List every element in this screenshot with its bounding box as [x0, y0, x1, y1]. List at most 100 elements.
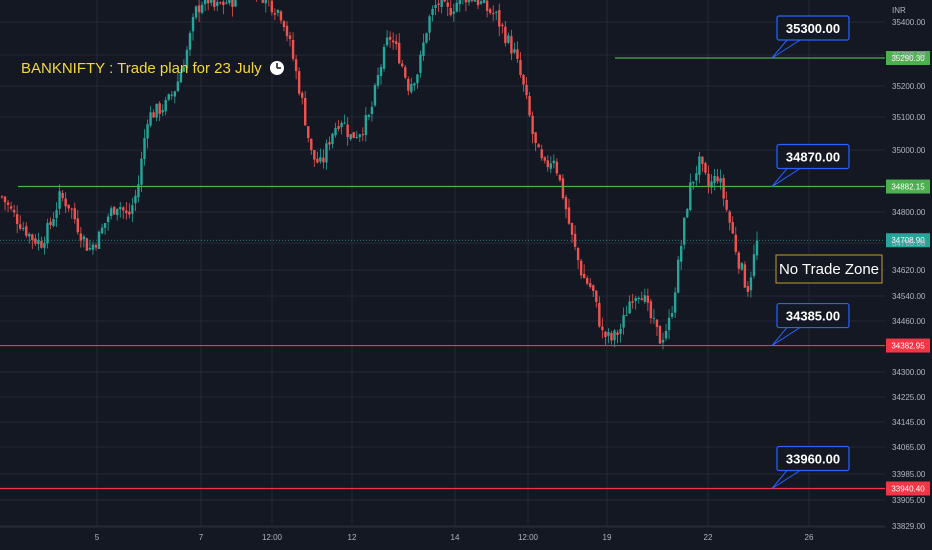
- candle-body: [100, 227, 104, 234]
- level-callout[interactable]: 35300.00: [771, 15, 850, 59]
- candle-body: [582, 273, 586, 279]
- level-callout[interactable]: 34385.00: [771, 302, 850, 346]
- candle-body: [282, 21, 286, 28]
- candle-body: [85, 238, 89, 251]
- candle-body: [12, 209, 16, 213]
- candle-body: [416, 74, 419, 84]
- candle-body: [313, 149, 316, 160]
- candle-body: [716, 176, 719, 182]
- candle-body: [522, 74, 525, 85]
- candle-body: [555, 161, 559, 174]
- candle-body: [425, 33, 428, 43]
- candle-body: [328, 142, 331, 145]
- candle-body: [216, 1, 219, 6]
- candle-body: [613, 330, 616, 341]
- level-callout[interactable]: 34870.00: [771, 143, 850, 187]
- candle-body: [525, 84, 528, 96]
- candle-body: [689, 182, 692, 210]
- candle-body: [622, 314, 625, 328]
- candle-body: [294, 59, 298, 72]
- candle-body: [576, 247, 580, 261]
- candle-body: [728, 211, 731, 223]
- price-tick-label: 34300.00: [892, 368, 926, 377]
- candle-body: [701, 156, 704, 164]
- candle-body: [337, 126, 340, 129]
- candle-body: [573, 233, 577, 247]
- time-axis[interactable]: 5 7 12:00 12 14 12:00 19 22 26: [95, 533, 814, 542]
- candle-body: [410, 83, 413, 93]
- candle-body: [149, 112, 152, 126]
- candle-body: [206, 0, 210, 4]
- no-trade-zone-box[interactable]: No Trade Zone: [775, 254, 883, 284]
- candle-body: [534, 132, 537, 144]
- candle-body: [15, 214, 19, 225]
- candle-body: [88, 247, 92, 250]
- candle-body: [210, 0, 213, 3]
- candle-body: [34, 238, 37, 244]
- candle-body: [558, 174, 562, 181]
- candle-body: [367, 115, 371, 117]
- candle-body: [200, 4, 204, 13]
- candle-body: [498, 10, 501, 27]
- candle-body: [655, 319, 659, 328]
- candle-body: [692, 181, 695, 184]
- candle-body: [740, 263, 744, 270]
- candle-body: [743, 264, 747, 288]
- candle-body: [219, 2, 222, 4]
- candle-body: [431, 8, 434, 15]
- candle-body: [601, 326, 604, 331]
- candle-body: [67, 204, 70, 209]
- candle-body: [37, 239, 40, 245]
- time-tick-label: 5: [95, 533, 100, 542]
- candle-body: [470, 0, 474, 1]
- price-tick-label: 34065.00: [892, 443, 926, 452]
- candle-body: [646, 295, 650, 303]
- candle-body: [79, 233, 83, 241]
- candle-body: [610, 332, 613, 341]
- price-tick-label: 34145.00: [892, 418, 926, 427]
- candle-body: [25, 226, 28, 236]
- candle-body: [676, 259, 680, 293]
- candle-body: [388, 36, 392, 40]
- candle-body: [404, 67, 407, 78]
- price-tick-label: 35100.00: [892, 113, 926, 122]
- price-axis[interactable]: 35400.00 35300.00 35200.00 35100.00 35000.00…: [892, 18, 926, 531]
- candle-body: [40, 240, 43, 248]
- candle-body: [361, 134, 365, 136]
- candle-body: [376, 75, 380, 86]
- candle-body: [316, 158, 319, 163]
- price-tick-label: 33985.00: [892, 470, 926, 479]
- candle-body: [146, 124, 149, 139]
- candle-body: [485, 0, 489, 11]
- candle-body: [492, 13, 495, 15]
- candle-body: [752, 254, 756, 277]
- candle-body: [285, 25, 289, 37]
- candle-body: [231, 0, 234, 7]
- candle-body: [686, 208, 689, 218]
- candle-body: [546, 160, 549, 168]
- candle-body: [746, 286, 750, 292]
- candle-body: [52, 218, 55, 226]
- candle-body: [510, 36, 513, 54]
- candle-body: [325, 143, 328, 163]
- candle-body: [58, 191, 61, 209]
- candle-body: [698, 156, 701, 175]
- candle-body: [358, 134, 361, 138]
- level-callout[interactable]: 33960.00: [771, 445, 850, 489]
- candle-body: [713, 176, 716, 183]
- candle-body: [319, 157, 322, 162]
- time-tick-label: 12:00: [518, 533, 539, 542]
- candle-body: [440, 0, 443, 7]
- candle-body: [234, 0, 237, 7]
- candle-body: [446, 2, 449, 7]
- candle-body: [479, 1, 483, 4]
- candle-body: [616, 332, 619, 336]
- candle-body: [225, 2, 228, 4]
- candle-body: [579, 260, 583, 276]
- candle-body: [61, 192, 64, 199]
- candle-body: [9, 206, 13, 209]
- candle-body: [652, 317, 656, 319]
- candle-body: [134, 195, 137, 204]
- candle-body: [122, 207, 125, 211]
